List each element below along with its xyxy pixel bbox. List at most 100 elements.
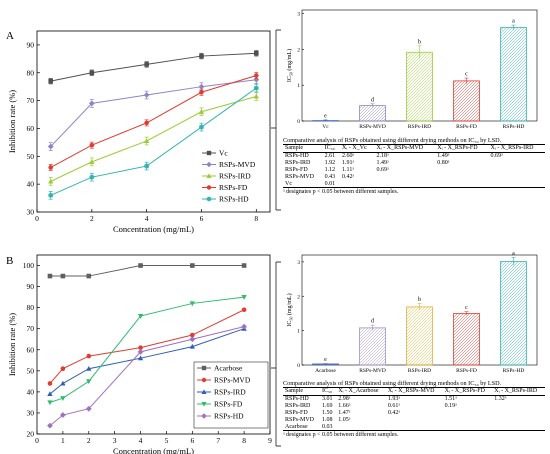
bar-y-tick-label: 0 <box>297 363 300 369</box>
data-point <box>144 163 149 169</box>
legend-marker <box>201 365 207 371</box>
y-tick-label: 90 <box>27 282 35 291</box>
data-point <box>60 412 66 418</box>
panel-letter-a: A <box>6 30 14 42</box>
col-header: Sample <box>285 388 303 395</box>
panel-letter-b: B <box>6 255 13 267</box>
panel-connector-b <box>271 261 281 447</box>
data-point <box>86 353 92 359</box>
bar-RSPs-MVD <box>359 327 386 366</box>
legend-marker <box>201 402 207 407</box>
data-point <box>85 405 92 412</box>
data-point <box>89 70 95 76</box>
cell <box>489 181 545 188</box>
cell <box>435 167 488 174</box>
cell <box>374 174 435 181</box>
y-tick-label: 80 <box>27 303 35 312</box>
legend-label: Acarbose <box>214 364 243 373</box>
cell: Vc <box>285 180 292 187</box>
significance-letter: c <box>465 305 468 311</box>
cell: Acarbose <box>285 423 308 430</box>
cell: RSPs-FD <box>285 409 308 416</box>
data-point <box>48 78 54 84</box>
data-point <box>86 379 92 385</box>
y-axis-label: Inhibition rate (%) <box>7 90 17 153</box>
y-tick-label: 60 <box>27 345 35 354</box>
significance-letter: d <box>371 319 374 325</box>
cell: 1.12 <box>324 166 336 173</box>
bar-category-label: RSPs-IRD <box>408 124 431 130</box>
cell: RSPs-HD <box>285 396 309 403</box>
cell: 1.93ᵃ <box>387 396 400 403</box>
significance-letter: a <box>512 19 515 25</box>
x-tick-label: 6 <box>190 436 194 445</box>
legend-label: Vc <box>219 149 228 158</box>
cell: 3.01 <box>321 396 333 403</box>
cell: 1.08 <box>321 416 333 423</box>
table-caption-b: Comparative analysis of RSPs obtained us… <box>283 380 502 387</box>
data-point <box>60 396 66 401</box>
bar-RSPs-MVD <box>359 105 386 122</box>
table-row: Vc 0.01 <box>283 181 545 188</box>
bar-RSPs-FD <box>453 80 480 122</box>
table-row: RSPs-IRD 1.69 1.66ᵃ 0.61ᵃ 0.19ᵃ <box>283 403 545 410</box>
significance-letter: d <box>371 97 374 103</box>
table-row: RSPs-IRD 1.92 1.91ᵃ 1.49ᵃ 0.80ᵃ <box>283 160 545 167</box>
bar-y-tick-label: 2 <box>297 47 300 53</box>
plot-frame <box>36 254 271 435</box>
data-point <box>254 85 259 91</box>
cell: RSPs-IRD <box>285 159 311 166</box>
cell <box>340 181 374 188</box>
plot-frame <box>36 30 271 213</box>
data-point <box>47 143 54 150</box>
data-point <box>241 295 247 300</box>
y-tick-label: 30 <box>27 408 35 417</box>
legend-marker <box>201 377 207 383</box>
cell: RSPs-IRD <box>285 402 311 409</box>
table-row: Acarbose 0.03 <box>283 424 545 431</box>
y-tick-label: 50 <box>27 152 35 161</box>
cell <box>386 417 443 424</box>
data-point <box>190 263 195 268</box>
bar-y-tick-label: 2 <box>297 294 300 300</box>
x-tick-label: 4 <box>145 214 149 223</box>
lsd-table-a: Comparative analysis of RSPs obtained us… <box>283 137 545 196</box>
legend-marker <box>206 185 212 190</box>
data-point <box>89 142 95 148</box>
data-point <box>48 192 53 198</box>
y-tick-label: 40 <box>27 180 35 189</box>
ylabel-unit: (mg/mL) <box>286 293 293 316</box>
x-tick-label: 5 <box>165 436 169 445</box>
cell: 1.49ᵃ <box>437 153 450 160</box>
data-point <box>60 273 66 279</box>
x-tick-label: 2 <box>90 214 94 223</box>
x-tick-label: 8 <box>254 214 258 223</box>
col-header: IC₅₀ <box>321 388 333 395</box>
table-caption-a: Comparative analysis of RSPs obtained us… <box>283 137 502 144</box>
cell <box>443 417 493 424</box>
cell <box>492 424 545 431</box>
cell <box>489 160 545 167</box>
y-tick-label: 40 <box>27 387 35 396</box>
cell: 2.61 <box>324 153 336 160</box>
significance-letter: a <box>512 251 515 257</box>
y-tick-label: 20 <box>27 430 35 439</box>
col-header: Xᵢ - X_RSPs-FD <box>437 145 478 152</box>
legend-label: RSPs-FD <box>214 400 243 409</box>
bar-category-label: RSPs-HD <box>503 124 525 130</box>
table-row: RSPs-MVD 0.43 0.42ᵃ <box>283 174 545 181</box>
data-point <box>88 100 95 107</box>
cell: 1.91ᵃ <box>342 159 355 166</box>
x-tick-label: 3 <box>113 436 117 445</box>
y-tick-label: 70 <box>27 324 35 333</box>
cell: 0.42ᵃ <box>342 173 355 180</box>
cell: 1.47ᵃ <box>338 409 351 416</box>
legend-marker <box>201 413 207 419</box>
bar-category-label: RSPs-MVD <box>359 124 386 130</box>
x-tick-label: 0 <box>35 214 39 223</box>
cell: 1.49ᵃ <box>376 159 389 166</box>
col-header: Xᵢ - X_RSPs-IRD <box>494 388 538 395</box>
x-axis-label: Concentration (mg/mL) <box>113 224 194 234</box>
series-line-RSPs-MVD <box>50 79 257 147</box>
